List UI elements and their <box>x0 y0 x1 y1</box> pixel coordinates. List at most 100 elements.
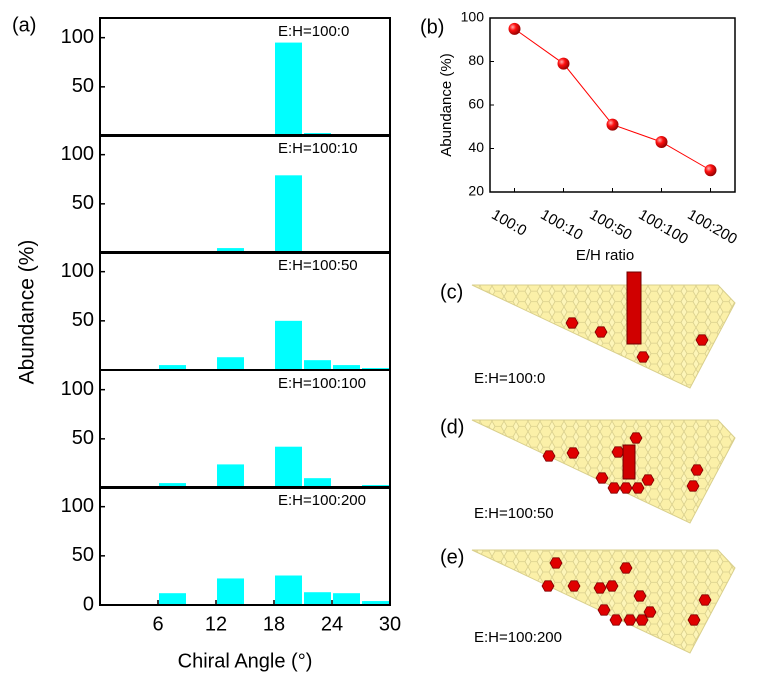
y-axis-label: Abundance (%) <box>438 53 455 156</box>
red-hex <box>542 450 556 462</box>
bar <box>275 446 302 488</box>
red-hex <box>623 614 637 626</box>
x-tick-label: 100:50 <box>587 206 635 244</box>
line <box>514 28 711 171</box>
bar <box>362 601 389 605</box>
y-tick-label: 80 <box>468 52 484 68</box>
panel-label: (e) <box>440 546 464 568</box>
y-tick-label: 20 <box>468 183 484 199</box>
bar <box>217 357 244 370</box>
y-tick-label: 100 <box>461 9 485 25</box>
red-hex <box>549 557 563 569</box>
bar <box>275 42 302 137</box>
panel-label: (a) <box>12 14 36 36</box>
x-tick-label: 6 <box>152 613 163 635</box>
x-tick-label: 12 <box>205 613 227 635</box>
x-axis-label: Chiral Angle (°) <box>178 650 313 672</box>
panel-label: (d) <box>440 416 464 438</box>
bar <box>275 575 302 605</box>
red-hex <box>619 482 633 494</box>
red-hex <box>695 334 709 346</box>
red-hex <box>593 582 607 594</box>
x-axis-label: E/H ratio <box>576 247 634 264</box>
plot-frame <box>489 17 736 193</box>
red-hex <box>636 351 650 363</box>
y-tick-label: 50 <box>72 544 94 566</box>
red-hex <box>595 472 609 484</box>
x-tick-label: 30 <box>379 613 401 635</box>
bar <box>275 320 302 370</box>
bar <box>217 248 244 253</box>
red-hex <box>687 614 701 626</box>
red-hex <box>566 447 580 459</box>
red-hex <box>607 482 621 494</box>
red-hex <box>597 604 611 616</box>
red-hex <box>594 326 608 338</box>
x-tick-label: 100:200 <box>685 206 740 248</box>
y-tick-label: 100 <box>61 378 94 400</box>
red-hex <box>611 446 625 458</box>
red-hex <box>567 580 581 592</box>
red-hex <box>698 594 712 606</box>
y-tick-label: 100 <box>61 26 94 48</box>
marker <box>655 135 668 148</box>
red-hex <box>631 482 645 494</box>
red-hex <box>641 474 655 486</box>
tall-column <box>622 444 636 480</box>
bar <box>304 360 331 370</box>
marker <box>704 164 717 177</box>
marker <box>606 118 619 131</box>
red-hex <box>619 562 633 574</box>
x-tick-label: 18 <box>263 613 285 635</box>
bar <box>217 578 244 605</box>
bar <box>159 483 186 488</box>
red-hex <box>686 480 700 492</box>
red-hex <box>565 317 579 329</box>
y-tick-label: 50 <box>72 192 94 214</box>
x-tick-label: 100:10 <box>538 206 586 244</box>
bar <box>333 593 360 605</box>
annotation: E:H=100:10 <box>278 140 358 157</box>
y-tick-label: 100 <box>61 495 94 517</box>
annotation: E:H=100:100 <box>278 375 366 392</box>
x-tick-label: 100:0 <box>489 206 530 239</box>
red-hex <box>541 580 555 592</box>
bar <box>159 593 186 605</box>
caption: E:H=100:50 <box>474 505 554 522</box>
panel-label: (c) <box>440 281 463 303</box>
bar <box>333 365 360 370</box>
y-tick-label: 0 <box>83 593 94 615</box>
bar <box>217 464 244 488</box>
red-hex <box>633 590 647 602</box>
red-hex <box>635 614 649 626</box>
marker <box>557 57 570 70</box>
tall-column <box>626 271 642 345</box>
red-hex <box>690 464 704 476</box>
y-tick-label: 40 <box>468 139 484 155</box>
y-tick-label: 100 <box>61 260 94 282</box>
plot-frame <box>99 486 391 606</box>
y-axis-label: Abundance (%) <box>16 240 39 385</box>
annotation: E:H=100:200 <box>278 492 366 509</box>
annotation: E:H=100:0 <box>278 23 349 40</box>
bar <box>159 365 186 370</box>
y-tick-label: 50 <box>72 427 94 449</box>
red-hex <box>629 432 643 444</box>
panel-label: (b) <box>420 16 444 38</box>
bar <box>275 175 302 253</box>
y-tick-label: 60 <box>468 96 484 112</box>
red-hex <box>643 606 657 618</box>
marker <box>508 22 521 35</box>
annotation: E:H=100:50 <box>278 257 358 274</box>
x-tick-label: 24 <box>321 613 343 635</box>
illustrations: (c) E:H=100:0 (d) E:H=100:50 (e) E:H=100:200 <box>440 271 736 654</box>
red-hex <box>609 614 623 626</box>
red-hex <box>605 580 619 592</box>
bar <box>304 592 331 605</box>
x-tick-label: 100:100 <box>636 206 691 248</box>
y-tick-label: 50 <box>72 75 94 97</box>
y-tick-label: 100 <box>61 143 94 165</box>
y-tick-label: 50 <box>72 309 94 331</box>
caption: E:H=100:200 <box>474 629 562 646</box>
